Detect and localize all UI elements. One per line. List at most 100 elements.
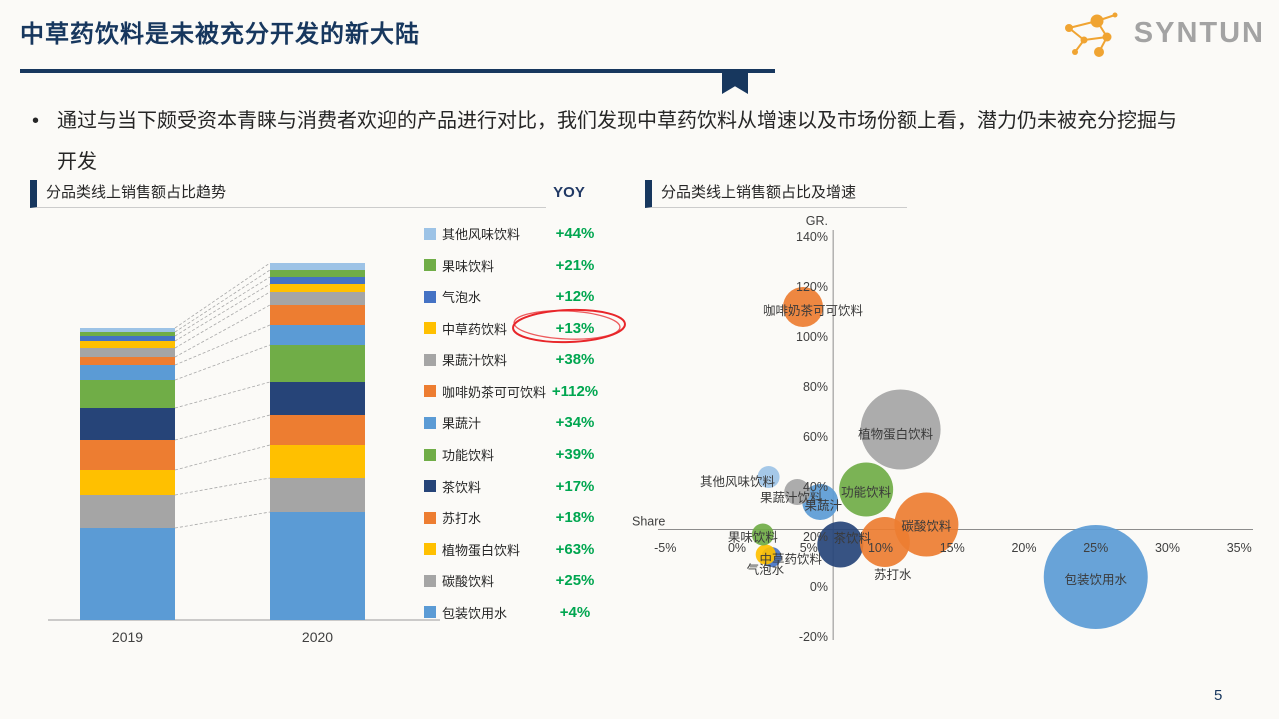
page-number: 5 (1214, 687, 1223, 704)
bar-segment (270, 325, 365, 345)
legend-label: 植物蛋白饮料 (442, 542, 521, 558)
legend-yoy-value: +4% (559, 603, 591, 621)
legend-swatch (424, 322, 436, 335)
y-axis-title: GR. (806, 215, 828, 228)
bubble-苏打水 (859, 517, 910, 567)
y-axis-tick-label: 80% (803, 380, 828, 394)
legend-item: 苏打水 +18% (424, 508, 604, 527)
bubble-label: 咖啡奶茶可可饮料 (763, 303, 864, 318)
legend-item: 中草药饮料 +13% (424, 319, 604, 338)
bubble-chart: 140% 120% 100% 80% 60% 40% 20% 0% -20% -5% 0% 5% 10%… (632, 215, 1253, 644)
series-connector-line (174, 304, 271, 358)
right-chart-header: 分品类线上销售额占比及增速 (645, 180, 907, 208)
y-axis-tick-label: 140% (796, 230, 828, 244)
legend-yoy-value: +44% (555, 225, 595, 242)
legend-yoy-value: +63% (555, 540, 595, 558)
y-axis-tick-label: 120% (796, 280, 828, 294)
legend-swatch (424, 574, 436, 587)
bubble-功能饮料 (839, 462, 894, 517)
legend-yoy-value: +39% (555, 446, 595, 464)
legend-swatch (424, 416, 436, 429)
series-connector-line (174, 262, 271, 329)
series-connector-line (174, 414, 271, 441)
legend-yoy-value: +34% (555, 414, 595, 432)
legend-item: 果蔬汁饮料 +38% (424, 350, 604, 369)
legend-label: 功能饮料 (442, 448, 495, 464)
series-connector-line (174, 381, 271, 409)
bar-segment (270, 445, 365, 478)
page-title: 中草药饮料是未被充分开发的新大陆 (20, 21, 420, 48)
series-connector-line (174, 269, 271, 333)
x-axis-tick-label: 2019 (112, 629, 143, 645)
legend-label: 包装饮用水 (442, 605, 508, 621)
y-axis-tick-label: 60% (803, 430, 828, 444)
legend-swatch (424, 385, 436, 398)
legend-yoy-value: +17% (555, 477, 595, 495)
legend-item: 果蔬汁 +34% (424, 413, 604, 432)
legend-item: 包装饮用水 +4% (424, 603, 604, 622)
legend-yoy-value: +25% (555, 572, 595, 590)
bubble-植物蛋白饮料 (860, 389, 941, 470)
bar-segment (80, 336, 175, 341)
bubble-包装饮用水 (1043, 525, 1148, 629)
bar-segment (80, 470, 175, 495)
bubble-label: 气泡水 (747, 562, 785, 577)
y-axis-tick-label: 0% (810, 580, 828, 594)
bar-segment (270, 512, 365, 620)
legend-label: 果蔬汁饮料 (442, 353, 508, 369)
legend-yoy-value: +18% (555, 509, 595, 527)
series-connector-line (174, 344, 271, 381)
x-axis-tick-label: 20% (1011, 541, 1036, 555)
legend-item: 茶饮料 +17% (424, 477, 604, 496)
bar-segment (270, 292, 365, 305)
legend-label: 果蔬汁 (442, 416, 482, 432)
bar-segment (270, 478, 365, 512)
bubble-label: 果蔬汁饮料 (760, 491, 823, 505)
bubble-其他风味饮料 (757, 466, 780, 488)
series-connector-line (174, 477, 271, 496)
bubble-label: 果味饮料 (728, 531, 779, 545)
bar-segment (80, 380, 175, 408)
x-axis-tick-label: 30% (1155, 541, 1180, 555)
x-axis-tick-label: 10% (868, 541, 893, 555)
legend-item: 其他风味饮料 +44% (424, 224, 604, 243)
bubble-茶饮料 (817, 521, 864, 568)
bar-segment (80, 332, 175, 336)
series-connector-line (174, 283, 271, 342)
legend-swatch (424, 353, 436, 366)
legend-item: 碳酸饮料 +25% (424, 571, 604, 590)
x-axis-tick-label: 0% (728, 541, 746, 555)
left-chart-header: 分品类线上销售额占比趋势 (30, 180, 546, 208)
bar-segment (270, 277, 365, 284)
y-axis-tick-label: 100% (796, 330, 828, 344)
bar-segment (270, 415, 365, 445)
logo-text: SYNTUN (1133, 16, 1265, 49)
highlight-ellipse-annotation (512, 308, 626, 344)
legend-label: 气泡水 (442, 290, 482, 306)
bar-segment (270, 382, 365, 415)
bubble-label: 包装饮用水 (1064, 573, 1127, 587)
syntun-logo: SYNTUN (1054, 6, 1265, 60)
bar-segment (270, 284, 365, 292)
bubble-label: 碳酸饮料 (901, 519, 952, 534)
bar-segment (80, 528, 175, 620)
legend-swatch (424, 480, 436, 493)
legend-yoy-value: +13% (555, 319, 595, 337)
bar-segment (80, 440, 175, 470)
bubble-label: 植物蛋白饮料 (858, 427, 934, 442)
x-axis-tick-label: 25% (1083, 541, 1108, 555)
bubble-中草药饮料 (755, 544, 776, 565)
legend-item: 果味饮料 +21% (424, 256, 604, 275)
legend-item: 气泡水 +12% (424, 287, 604, 306)
bubble-label: 果蔬汁 (804, 499, 842, 513)
x-axis-tick-label: 2020 (302, 629, 333, 645)
legend-swatch (424, 448, 436, 461)
bar-segment (270, 270, 365, 277)
bullet-marker: • (32, 110, 40, 132)
bubble-label: 中草药饮料 (759, 552, 822, 567)
legend-swatch (424, 511, 436, 524)
legend-swatch (424, 259, 436, 272)
legend-label: 茶饮料 (442, 479, 482, 495)
bullet-text: 通过与当下颇受资本青睐与消费者欢迎的产品进行对比，我们发现中草药饮料从增速以及市… (57, 110, 1178, 173)
bullet-point: • 通过与当下颇受资本青睐与消费者欢迎的产品进行对比，我们发现中草药饮料从增速以… (32, 101, 1189, 183)
